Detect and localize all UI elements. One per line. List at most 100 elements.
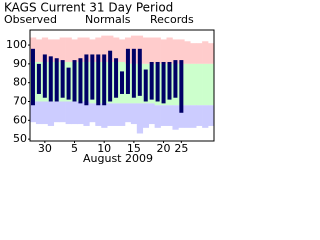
x-tick-label: 20 (157, 142, 171, 155)
normal-band (208, 63, 215, 106)
record-low-band (196, 105, 203, 126)
record-high-band (172, 39, 179, 64)
record-high-band (148, 37, 155, 64)
record-low-band (208, 105, 215, 126)
observed-bar (66, 67, 71, 100)
record-high-band (196, 43, 203, 64)
record-high-band (208, 43, 215, 64)
record-low-band (83, 101, 90, 126)
observed-bar (90, 54, 95, 100)
record-high-band (166, 37, 173, 64)
record-low-band (71, 101, 78, 125)
record-high-band (154, 37, 161, 64)
plot-frame (29, 29, 215, 142)
observed-bar (137, 48, 142, 96)
observed-bar (143, 69, 148, 102)
record-high-band (41, 37, 49, 62)
y-tick-label: 60 (13, 113, 27, 126)
record-low-band (113, 103, 120, 126)
record-low-band (30, 101, 37, 123)
record-low-band (190, 105, 197, 128)
legend-entry: Normals (85, 13, 131, 26)
observed-bar (161, 61, 166, 104)
observed-bar (114, 58, 119, 98)
record-low-band (89, 103, 96, 123)
x-tick-label: 15 (127, 142, 141, 155)
page: {"chart_data": {"type": "range-bar", "ti… (4, 0, 215, 165)
chart: KAGS Current 31 Day Period August 2009 O… (4, 1, 215, 165)
observed-bar (125, 48, 130, 94)
y-tick-label: 70 (13, 94, 27, 107)
normal-band (202, 63, 209, 106)
legend-entry: Records (150, 13, 194, 26)
normal-band (190, 63, 197, 106)
observed-bar (167, 61, 172, 100)
record-low-band (59, 101, 66, 123)
record-low-band (178, 105, 185, 128)
x-axis-label: August 2009 (83, 152, 153, 165)
record-high-band (101, 35, 108, 62)
record-high-band (35, 39, 43, 62)
legend-entry: Observed (4, 13, 57, 26)
y-tick-label: 50 (13, 132, 27, 145)
record-high-band (160, 39, 167, 64)
record-high-band (47, 39, 55, 62)
observed-bar (102, 54, 107, 106)
record-low-band (142, 103, 150, 128)
record-high-band (77, 37, 84, 62)
normal-band (196, 63, 203, 106)
record-low-band (65, 101, 72, 125)
record-high-band (184, 41, 191, 64)
observed-bar (155, 61, 160, 102)
y-tick-label: 90 (13, 57, 27, 70)
record-low-band (154, 105, 161, 128)
record-high-band (190, 43, 197, 64)
record-high-band (65, 37, 72, 62)
observed-bar (179, 60, 184, 113)
record-high-band (89, 39, 96, 62)
record-low-band (107, 103, 114, 126)
observed-bar (108, 50, 113, 102)
observed-bar (131, 48, 136, 98)
record-low-band (101, 103, 108, 128)
record-low-band (148, 103, 155, 125)
record-low-band (202, 105, 209, 128)
record-low-band (130, 103, 138, 125)
observed-bar (120, 71, 124, 94)
observed-bar (78, 58, 83, 104)
record-high-band (71, 39, 78, 62)
observed-bar (72, 60, 77, 102)
record-low-band (184, 105, 191, 128)
observed-bar (48, 56, 53, 102)
record-low-band (77, 101, 84, 125)
record-low-band (119, 103, 126, 126)
record-low-band (53, 101, 60, 123)
chart-title: KAGS Current 31 Day Period (4, 1, 173, 15)
x-tick-label: 30 (38, 142, 52, 155)
observed-bar (149, 61, 154, 100)
record-high-band (202, 41, 209, 64)
observed-bar (84, 54, 89, 106)
observed-bar (60, 60, 65, 98)
x-tick-label: 5 (71, 142, 78, 155)
x-tick-label: 25 (174, 142, 188, 155)
record-high-band (142, 37, 150, 64)
record-low-band (35, 101, 43, 125)
observed-bar (54, 58, 59, 102)
record-high-band (53, 39, 60, 62)
record-high-band (178, 39, 185, 64)
record-high-band (119, 39, 126, 62)
record-high-band (59, 37, 66, 62)
record-low-band (172, 105, 179, 130)
record-high-band (107, 35, 114, 62)
record-low-band (136, 103, 144, 134)
y-tick-label: 100 (6, 38, 27, 51)
record-low-band (41, 101, 49, 125)
record-low-band (95, 103, 102, 126)
observed-bar (173, 60, 178, 98)
record-high-band (113, 37, 120, 62)
observed-bar (42, 54, 47, 98)
y-tick-label: 80 (13, 76, 27, 89)
normal-band (184, 63, 191, 106)
record-high-band (83, 37, 90, 62)
